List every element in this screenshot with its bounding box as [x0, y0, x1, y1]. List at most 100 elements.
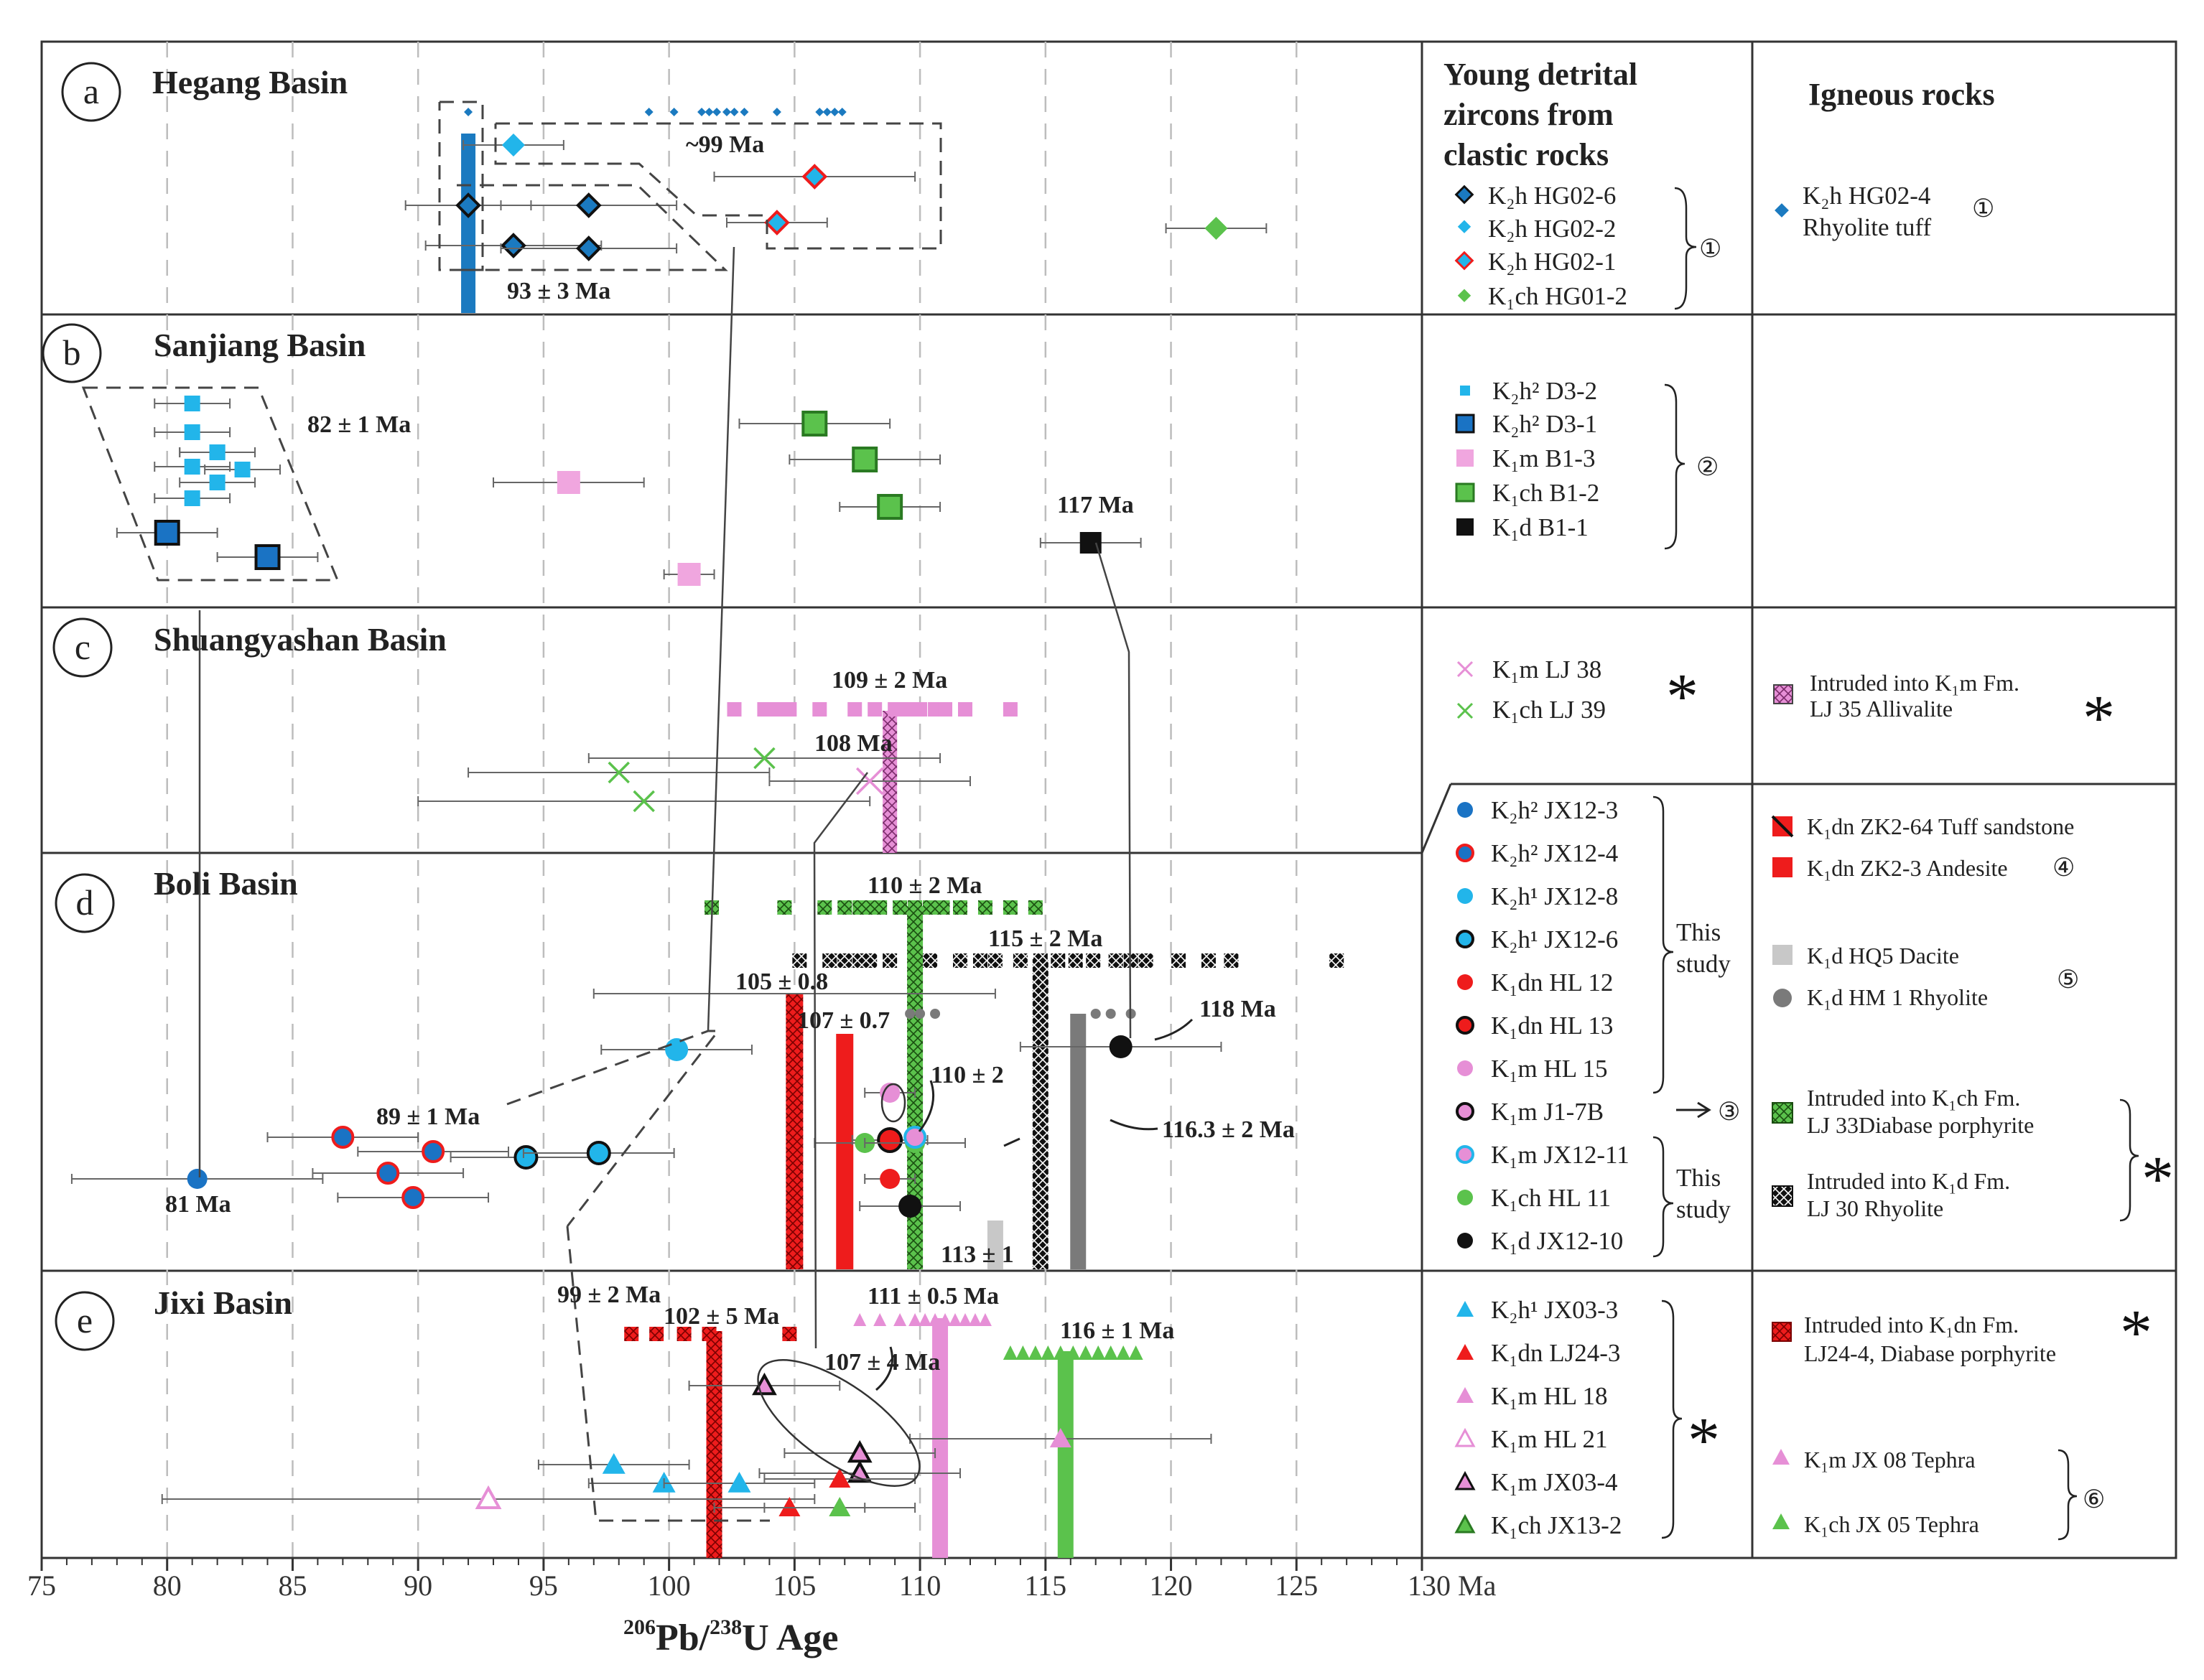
igneous-spot — [1091, 1345, 1106, 1360]
legend-c-igneous-1: Intruded into K₁m Fm. — [1810, 670, 2019, 696]
igneous-spot — [953, 953, 968, 968]
igneous-age-bar — [987, 1221, 1003, 1269]
igneous-spot — [722, 108, 732, 116]
igneous-spot — [930, 1009, 941, 1019]
legend-d-item: K₁d JX12-10 — [1491, 1227, 1623, 1255]
igneous-spot — [1329, 953, 1344, 968]
legend-d-this-study-2a: This — [1676, 1164, 1721, 1192]
igneous-age-bar — [461, 134, 476, 313]
igneous-spot — [822, 108, 832, 116]
legend-marker — [1457, 1233, 1473, 1249]
data-point — [376, 1162, 400, 1185]
data-point — [209, 475, 225, 490]
data-point — [586, 1141, 611, 1165]
data-point — [455, 192, 481, 218]
data-point — [801, 411, 828, 437]
igneous-spot — [873, 1313, 887, 1326]
data-point — [764, 210, 790, 235]
panel-title-b: Sanjiang Basin — [154, 327, 366, 363]
data-point — [513, 1145, 539, 1170]
igneous-spot — [676, 1327, 692, 1341]
annotation-d-107: 107 ± 0.7 — [797, 1007, 890, 1034]
igneous-spot — [1051, 953, 1066, 968]
annotation-a-93: 93 ± 3 Ma — [507, 278, 610, 304]
igneous-spot — [900, 702, 915, 717]
igneous-spot — [769, 702, 784, 717]
igneous-spot — [1138, 953, 1153, 968]
gridlines — [166, 42, 1298, 1558]
x-tick-label: 90 — [404, 1569, 432, 1602]
legend-a-igneous-ref: ① — [1972, 195, 1994, 223]
igneous-spot — [792, 953, 807, 968]
igneous-spot — [1015, 1345, 1031, 1360]
grouping-outlines — [81, 101, 942, 1522]
legend-d-item: K₂h¹ JX12-6 — [1491, 925, 1618, 953]
data-point — [903, 1126, 927, 1149]
legend-detrital-header-3: clastic rocks — [1443, 137, 1609, 172]
panel-letter-b: b — [63, 332, 81, 373]
x-tick-label: 105 — [773, 1569, 816, 1602]
legend-d-item: K₁ch HL 11 — [1491, 1184, 1611, 1212]
annotation-e-111: 111 ± 0.5 Ma — [868, 1283, 999, 1310]
data-point — [184, 396, 200, 411]
data-point — [753, 747, 776, 770]
data-point — [633, 790, 655, 813]
legend-d-this-study-1a: This — [1676, 918, 1721, 946]
igneous-spot — [908, 1313, 922, 1326]
igneous-spot — [644, 108, 654, 116]
x-tick-label: 85 — [278, 1569, 307, 1602]
data-point — [557, 471, 580, 494]
legend: Young detrital zircons from clastic rock… — [1443, 57, 2174, 1541]
legend-e-item: K₁m JX03-4 — [1491, 1468, 1618, 1496]
igneous-spot — [1028, 900, 1043, 915]
data-point — [880, 1169, 901, 1189]
x-tick-label: 130 Ma — [1408, 1569, 1497, 1602]
data-point — [209, 444, 225, 460]
data-point — [852, 447, 878, 472]
legend-panel-d-igneous: K₁dn ZK2-64 Tuff sandstone K₁dn ZK2-3 An… — [1771, 813, 2174, 1222]
legend-d-item: K₁m HL 15 — [1491, 1055, 1608, 1083]
igneous-spot — [1128, 1345, 1143, 1360]
igneous-spot — [1116, 1345, 1131, 1360]
igneous-spot — [712, 108, 722, 116]
legend-d-ref3: ③ — [1718, 1098, 1740, 1126]
annotation-b-82: 82 ± 1 Ma — [307, 411, 411, 438]
data-point — [575, 235, 602, 261]
igneous-spot — [1033, 953, 1048, 968]
data-point — [829, 1468, 851, 1488]
legend-b-ref: ② — [1696, 453, 1719, 481]
legend-panel-e: K₂h¹ JX03-3 K₁dn LJ24-3 K₁m HL 18 K₁m HL 21… — [1454, 1296, 1622, 1539]
legend-d-item: K₁m J1-7B — [1491, 1098, 1604, 1126]
legend-c-igneous-2: LJ 35 Allivalite — [1810, 696, 1953, 722]
igneous-age-bar — [1032, 959, 1048, 1269]
data-point — [778, 1497, 801, 1516]
legend-marker — [1456, 1344, 1474, 1360]
data-point — [154, 520, 180, 546]
legend-marker — [1457, 1190, 1473, 1205]
data-point — [877, 494, 903, 520]
data-point — [847, 1439, 873, 1463]
legend-a-item-2: K₂h HG02-2 — [1488, 215, 1616, 243]
data-point — [801, 164, 828, 190]
legend-marker — [1457, 974, 1473, 990]
x-tick-label: 120 — [1150, 1569, 1193, 1602]
annotation-c-108: 108 Ma — [814, 730, 893, 757]
annotation-d-113: 113 ± 1 — [941, 1241, 1014, 1268]
igneous-spot — [730, 108, 739, 116]
igneous-spot — [727, 702, 742, 717]
legend-d-item: K₂h² JX12-4 — [1491, 839, 1618, 867]
legend-panel-e-extras: * Intruded into K₁dn Fm. LJ24-4, Diabase… — [1661, 1297, 2152, 1541]
igneous-spot — [853, 1313, 867, 1326]
x-tick-label: 115 — [1025, 1569, 1067, 1602]
legend-e-item: K₁m HL 21 — [1491, 1425, 1608, 1453]
data-point — [184, 424, 200, 440]
data-point — [234, 462, 251, 477]
panel-title-c: Shuangyashan Basin — [154, 621, 447, 658]
legend-e-item: K₁ch JX13-2 — [1491, 1511, 1622, 1539]
panel-letter-d: d — [76, 882, 94, 923]
igneous-spot — [822, 953, 837, 968]
igneous-spot — [987, 953, 1003, 968]
legend-c-item-1: K₁m LJ 38 — [1492, 655, 1601, 683]
data-point — [422, 1140, 445, 1163]
